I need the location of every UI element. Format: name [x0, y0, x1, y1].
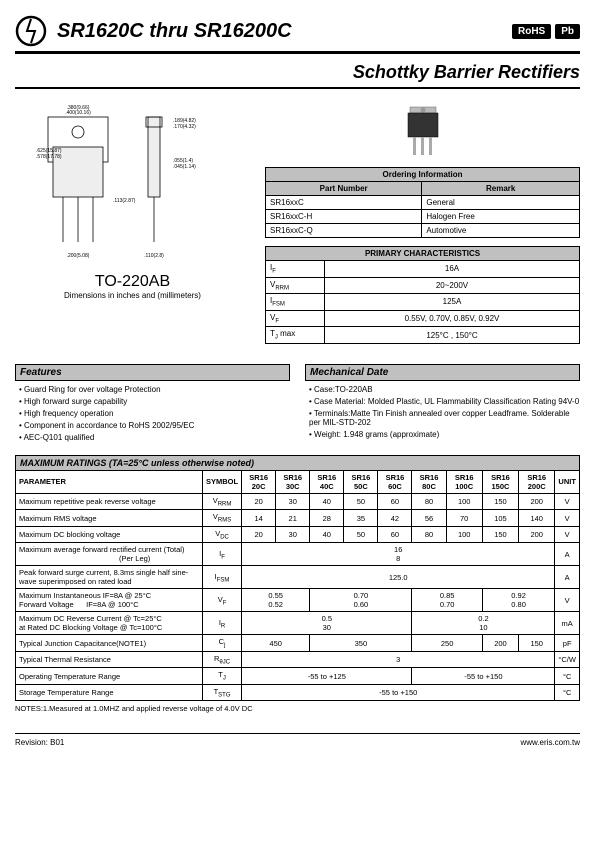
footer-url: www.eris.com.tw	[520, 738, 580, 747]
features-list: • Guard Ring for over voltage Protection…	[15, 385, 290, 442]
primary-table: PRIMARY CHARACTERISTICS IF16A VRRM20~200…	[265, 246, 580, 344]
list-item: • Terminals:Matte Tin Finish annealed ov…	[309, 409, 580, 427]
table-row: Operating Temperature RangeTJ-55 to +125…	[16, 668, 580, 685]
package-name: TO-220AB	[15, 273, 250, 291]
pb-badge: Pb	[555, 24, 580, 39]
badges: RoHS Pb	[512, 24, 580, 39]
table-row: VRRM20~200V	[266, 277, 580, 294]
table-row: SR16xxC-QAutomotive	[266, 224, 580, 238]
list-item: • Component in accordance to RoHS 2002/9…	[19, 421, 290, 430]
table-row: TJ max125°C , 150°C	[266, 327, 580, 344]
features-mechanical: Features • Guard Ring for over voltage P…	[15, 364, 580, 445]
footer: Revision: B01 www.eris.com.tw	[15, 733, 580, 747]
svg-text:.113(2.87): .113(2.87)	[113, 198, 136, 204]
list-item: • Case Material: Molded Plastic, UL Flam…	[309, 397, 580, 406]
package-drawing: .400(10.16) .380(9.66) .625(15.87) .578(…	[15, 99, 250, 269]
table-row: Typical Junction Capacitance(NOTE1)Cj450…	[16, 635, 580, 652]
svg-text:.578(17.78): .578(17.78)	[36, 154, 62, 160]
list-item: • Case:TO-220AB	[309, 385, 580, 394]
table-row: Maximum Instantaneous IF=8A @ 25°CForwar…	[16, 589, 580, 612]
ordering-table: Ordering Information Part NumberRemark S…	[265, 167, 580, 238]
header: SR1620C thru SR16200C RoHS Pb	[15, 15, 580, 54]
subtitle: Schottky Barrier Rectifiers	[15, 62, 580, 89]
package-subtitle: Dimensions in inches and (millimeters)	[15, 291, 250, 300]
revision: Revision: B01	[15, 738, 64, 747]
table-row: VF0.55V, 0.70V, 0.85V, 0.92V	[266, 310, 580, 327]
component-image	[265, 99, 580, 159]
ratings-title: MAXIMUM RATINGS (TA=25°C unless otherwis…	[15, 455, 580, 470]
primary-title: PRIMARY CHARACTERISTICS	[266, 247, 580, 261]
mechanical-title: Mechanical Date	[305, 364, 580, 381]
list-item: • Guard Ring for over voltage Protection	[19, 385, 290, 394]
list-item: • High frequency operation	[19, 409, 290, 418]
table-row: IF16A	[266, 261, 580, 278]
ratings-table: PARAMETER SYMBOL SR16 20C SR16 30C SR16 …	[15, 470, 580, 702]
list-item: • Weight: 1.948 grams (approximate)	[309, 430, 580, 439]
list-item: • High forward surge capability	[19, 397, 290, 406]
table-row: SR16xxC-HHalogen Free	[266, 210, 580, 224]
list-item: • AEC-Q101 qualified	[19, 433, 290, 442]
table-row: Maximum DC Reverse Current @ Tc=25°Cat R…	[16, 612, 580, 635]
svg-text:.200(5.08): .200(5.08)	[66, 253, 89, 259]
mechanical-list: • Case:TO-220AB • Case Material: Molded …	[305, 385, 580, 439]
svg-text:.170(4.32): .170(4.32)	[173, 124, 196, 130]
svg-text:.110(2.8): .110(2.8)	[144, 253, 164, 259]
table-row: Peak forward surge current, 8.3ms single…	[16, 566, 580, 589]
svg-text:.045(1.14): .045(1.14)	[173, 164, 196, 170]
ordering-title: Ordering Information	[266, 168, 580, 182]
features-title: Features	[15, 364, 290, 381]
ordering-header-0: Part Number	[266, 182, 422, 196]
notes: NOTES:1.Measured at 1.0MHZ and applied r…	[15, 704, 580, 713]
table-row: SR16xxCGeneral	[266, 196, 580, 210]
ordering-header-1: Remark	[422, 182, 580, 196]
table-row: Typical Thermal ResistanceRθJC3°C/W	[16, 651, 580, 668]
table-row: Maximum average forward rectified curren…	[16, 543, 580, 566]
table-row: Maximum repetitive peak reverse voltageV…	[16, 493, 580, 510]
logo	[15, 15, 47, 47]
svg-text:.380(9.66): .380(9.66)	[66, 105, 89, 111]
table-row: Maximum DC blocking voltageVDC2030405060…	[16, 526, 580, 543]
page-title: SR1620C thru SR16200C	[57, 20, 502, 43]
top-section: .400(10.16) .380(9.66) .625(15.87) .578(…	[15, 99, 580, 352]
table-row: IFSM125A	[266, 294, 580, 311]
table-row: Maximum RMS voltageVRMS14212835425670105…	[16, 510, 580, 527]
table-row: Storage Temperature RangeTSTG-55 to +150…	[16, 684, 580, 701]
rohs-badge: RoHS	[512, 24, 551, 39]
